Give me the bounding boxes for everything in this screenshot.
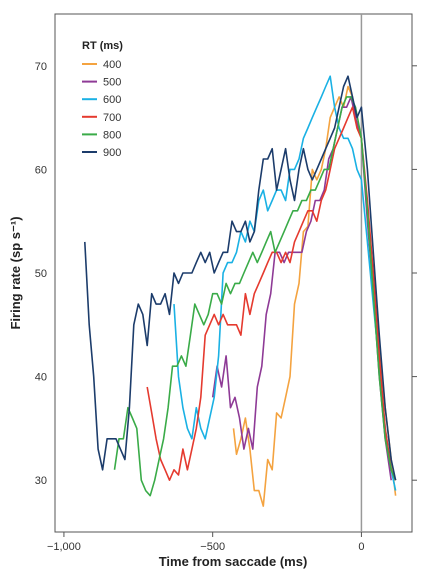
series-line-800 xyxy=(113,96,397,497)
x-tick-label: 0 xyxy=(358,541,364,553)
y-axis-title: Firing rate (sp s⁻¹) xyxy=(8,216,23,329)
x-axis-title: Time from saccade (ms) xyxy=(159,554,308,569)
legend-label-400: 400 xyxy=(103,59,121,71)
series-line-400 xyxy=(232,85,397,507)
series-line-900 xyxy=(84,75,397,481)
legend-label-800: 800 xyxy=(103,129,121,141)
y-tick-label: 40 xyxy=(35,372,47,384)
plot-frame xyxy=(54,13,413,533)
y-tick-label: 50 xyxy=(35,268,47,280)
legend-label-700: 700 xyxy=(103,112,121,124)
y-tick-label: 70 xyxy=(35,61,47,73)
y-tick-label: 60 xyxy=(35,164,47,176)
x-tick-label: −500 xyxy=(200,541,225,553)
legend-title: RT (ms) xyxy=(82,40,123,52)
x-tick-label: −1,000 xyxy=(47,541,81,553)
legend-label-600: 600 xyxy=(103,94,121,106)
series-line-700 xyxy=(146,106,397,482)
legend-label-900: 900 xyxy=(103,147,121,159)
legend-label-500: 500 xyxy=(103,77,121,89)
y-tick-label: 30 xyxy=(35,475,47,487)
series-line-600 xyxy=(173,75,397,491)
